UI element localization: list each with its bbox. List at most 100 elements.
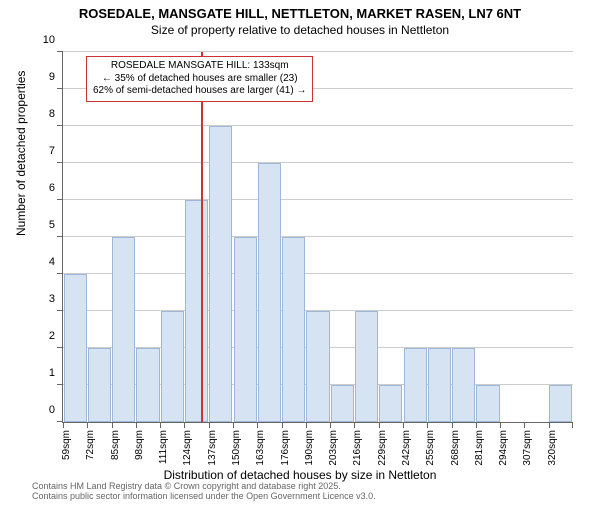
y-tick <box>57 51 63 52</box>
y-tick <box>57 125 63 126</box>
x-tick <box>452 422 453 428</box>
x-tick <box>354 422 355 428</box>
x-tick <box>209 422 210 428</box>
x-tick <box>379 422 380 428</box>
histogram-bar <box>282 237 305 422</box>
x-tick <box>257 422 258 428</box>
x-tick <box>403 422 404 428</box>
marker-line <box>201 52 203 422</box>
y-tick-label: 6 <box>49 182 63 194</box>
y-tick <box>57 273 63 274</box>
histogram-bar <box>64 274 87 422</box>
footer-text: Contains HM Land Registry data © Crown c… <box>32 482 376 502</box>
x-tick <box>330 422 331 428</box>
x-tick-label: 242sqm <box>401 430 412 466</box>
x-tick <box>500 422 501 428</box>
annotation-line3: 62% of semi-detached houses are larger (… <box>93 85 306 98</box>
x-tick-label: 255sqm <box>425 430 436 466</box>
histogram-bar <box>355 311 378 422</box>
x-tick <box>184 422 185 428</box>
histogram-bar <box>209 126 232 422</box>
gridline <box>63 51 573 52</box>
x-tick-label: 137sqm <box>207 430 218 466</box>
x-tick <box>233 422 234 428</box>
x-tick-label: 163sqm <box>255 430 266 466</box>
x-tick <box>549 422 550 428</box>
y-axis-title: Number of detached properties <box>14 71 28 236</box>
x-tick <box>306 422 307 428</box>
x-tick-label: 176sqm <box>280 430 291 466</box>
x-tick <box>282 422 283 428</box>
histogram-bar <box>452 348 475 422</box>
histogram-bar <box>136 348 159 422</box>
x-tick-label: 190sqm <box>304 430 315 466</box>
x-tick-label: 59sqm <box>61 430 72 460</box>
x-tick-label: 294sqm <box>498 430 509 466</box>
histogram-bar <box>476 385 499 422</box>
histogram-bar <box>161 311 184 422</box>
plot-area: 01234567891059sqm72sqm85sqm98sqm111sqm12… <box>62 52 573 423</box>
y-tick <box>57 347 63 348</box>
x-tick-label: 150sqm <box>231 430 242 466</box>
histogram-bar <box>234 237 257 422</box>
x-tick <box>427 422 428 428</box>
x-tick-label: 229sqm <box>377 430 388 466</box>
histogram-bar <box>549 385 572 422</box>
x-tick-label: 98sqm <box>134 430 145 460</box>
footer-line2: Contains public sector information licen… <box>32 492 376 502</box>
y-tick-label: 4 <box>49 256 63 268</box>
y-tick <box>57 88 63 89</box>
x-tick-label: 111sqm <box>158 430 169 464</box>
histogram-bar <box>185 200 208 422</box>
x-tick-label: 320sqm <box>547 430 558 466</box>
x-tick-label: 268sqm <box>450 430 461 466</box>
histogram-bar <box>404 348 427 422</box>
x-tick-label: 203sqm <box>328 430 339 466</box>
x-tick-label: 72sqm <box>85 430 96 460</box>
annotation-box: ROSEDALE MANSGATE HILL: 133sqm ← 35% of … <box>86 56 313 102</box>
histogram-bar <box>428 348 451 422</box>
x-tick <box>524 422 525 428</box>
x-tick-label: 124sqm <box>182 430 193 466</box>
x-tick <box>572 422 573 428</box>
annotation-line2: ← 35% of detached houses are smaller (23… <box>93 73 306 86</box>
histogram-bar <box>88 348 111 422</box>
x-tick-label: 85sqm <box>110 430 121 460</box>
annotation-line1: ROSEDALE MANSGATE HILL: 133sqm <box>93 60 306 73</box>
y-tick-label: 0 <box>49 404 63 416</box>
gridline <box>63 162 573 163</box>
x-tick <box>476 422 477 428</box>
x-axis-title: Distribution of detached houses by size … <box>0 468 600 482</box>
histogram-bar <box>258 163 281 422</box>
y-tick <box>57 384 63 385</box>
gridline <box>63 273 573 274</box>
histogram-bar <box>379 385 402 422</box>
y-tick-label: 8 <box>49 108 63 120</box>
y-tick-label: 3 <box>49 293 63 305</box>
x-tick <box>160 422 161 428</box>
x-tick <box>87 422 88 428</box>
x-tick-label: 216sqm <box>352 430 363 466</box>
y-tick <box>57 236 63 237</box>
y-tick <box>57 162 63 163</box>
gridline <box>63 236 573 237</box>
y-tick-label: 10 <box>43 34 63 46</box>
y-tick-label: 2 <box>49 330 63 342</box>
chart-title-main: ROSEDALE, MANSGATE HILL, NETTLETON, MARK… <box>0 6 600 21</box>
y-tick-label: 5 <box>49 219 63 231</box>
y-tick-label: 7 <box>49 145 63 157</box>
y-tick-label: 9 <box>49 71 63 83</box>
y-tick <box>57 310 63 311</box>
histogram-bar <box>331 385 354 422</box>
x-tick-label: 307sqm <box>522 430 533 466</box>
histogram-bar <box>112 237 135 422</box>
chart-container: ROSEDALE, MANSGATE HILL, NETTLETON, MARK… <box>0 6 600 506</box>
x-tick <box>136 422 137 428</box>
histogram-bar <box>306 311 329 422</box>
y-tick-label: 1 <box>49 367 63 379</box>
chart-title-sub: Size of property relative to detached ho… <box>0 23 600 37</box>
gridline <box>63 199 573 200</box>
x-tick <box>112 422 113 428</box>
gridline <box>63 125 573 126</box>
x-tick-label: 281sqm <box>474 430 485 466</box>
